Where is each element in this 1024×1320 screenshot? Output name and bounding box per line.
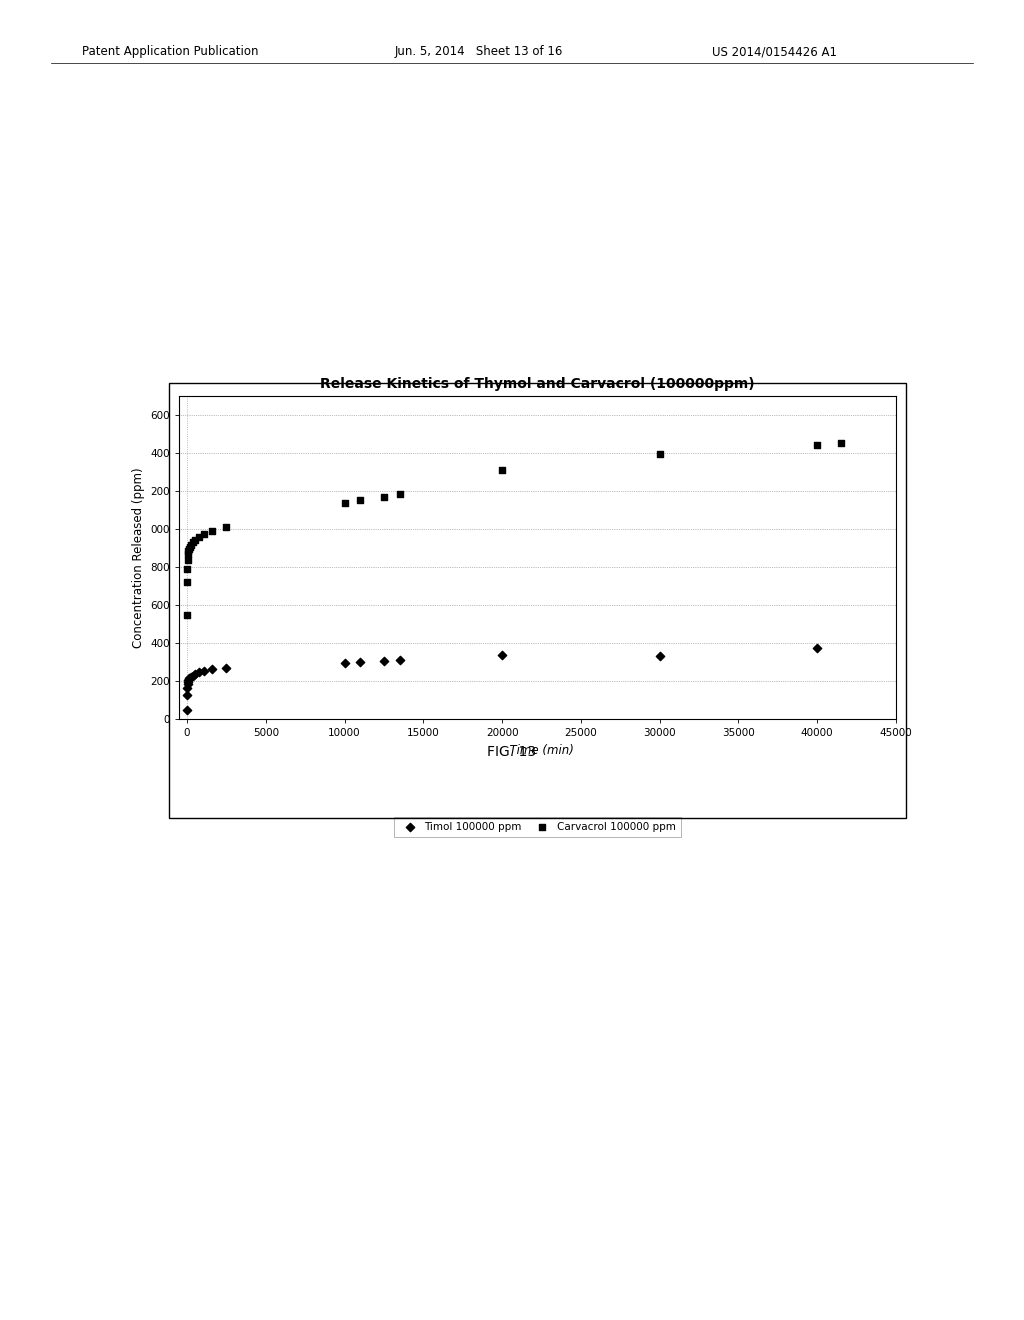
Text: Jun. 5, 2014   Sheet 13 of 16: Jun. 5, 2014 Sheet 13 of 16 (394, 45, 562, 58)
Carvacrol 100000 ppm (376, 486, 392, 507)
Carvacrol 100000 ppm (186, 529, 203, 550)
Timol 100000 ppm (181, 668, 198, 689)
Timol 100000 ppm (180, 669, 197, 690)
Carvacrol 100000 ppm (179, 558, 196, 579)
X-axis label:   Time (min): Time (min) (502, 744, 573, 756)
Timol 100000 ppm (181, 667, 198, 688)
Carvacrol 100000 ppm (494, 459, 510, 480)
Carvacrol 100000 ppm (352, 490, 369, 511)
Carvacrol 100000 ppm (179, 572, 196, 593)
Carvacrol 100000 ppm (204, 520, 220, 541)
Carvacrol 100000 ppm (809, 434, 825, 455)
Carvacrol 100000 ppm (181, 539, 198, 560)
Text: FIG. 13: FIG. 13 (487, 746, 537, 759)
Carvacrol 100000 ppm (833, 432, 849, 453)
Timol 100000 ppm (391, 649, 408, 671)
Carvacrol 100000 ppm (218, 516, 234, 537)
Timol 100000 ppm (184, 665, 201, 686)
Timol 100000 ppm (179, 700, 196, 721)
Timol 100000 ppm (186, 663, 203, 684)
Y-axis label: Concentration Released (ppm): Concentration Released (ppm) (132, 467, 145, 648)
Carvacrol 100000 ppm (181, 537, 198, 558)
Timol 100000 ppm (197, 660, 213, 681)
Carvacrol 100000 ppm (179, 605, 196, 626)
Carvacrol 100000 ppm (179, 549, 196, 570)
Timol 100000 ppm (376, 651, 392, 672)
Carvacrol 100000 ppm (183, 535, 200, 556)
Legend: Timol 100000 ppm, Carvacrol 100000 ppm: Timol 100000 ppm, Carvacrol 100000 ppm (394, 817, 681, 837)
Carvacrol 100000 ppm (391, 483, 408, 504)
Timol 100000 ppm (179, 677, 196, 698)
Text: US 2014/0154426 A1: US 2014/0154426 A1 (712, 45, 837, 58)
Timol 100000 ppm (179, 673, 196, 694)
Timol 100000 ppm (352, 652, 369, 673)
Carvacrol 100000 ppm (197, 523, 213, 544)
Timol 100000 ppm (180, 672, 197, 693)
Timol 100000 ppm (190, 661, 207, 682)
Timol 100000 ppm (494, 644, 510, 665)
Text: Patent Application Publication: Patent Application Publication (82, 45, 258, 58)
Carvacrol 100000 ppm (651, 444, 668, 465)
Title: Release Kinetics of Thymol and Carvacrol (100000ppm): Release Kinetics of Thymol and Carvacrol… (321, 376, 755, 391)
Timol 100000 ppm (179, 684, 196, 705)
Timol 100000 ppm (183, 667, 200, 688)
Carvacrol 100000 ppm (337, 492, 353, 513)
Timol 100000 ppm (809, 638, 825, 659)
Timol 100000 ppm (204, 659, 220, 680)
Carvacrol 100000 ppm (184, 532, 201, 553)
Carvacrol 100000 ppm (180, 540, 197, 561)
Timol 100000 ppm (651, 645, 668, 667)
Carvacrol 100000 ppm (190, 527, 207, 548)
Carvacrol 100000 ppm (180, 544, 197, 565)
Timol 100000 ppm (337, 652, 353, 673)
Timol 100000 ppm (218, 657, 234, 678)
